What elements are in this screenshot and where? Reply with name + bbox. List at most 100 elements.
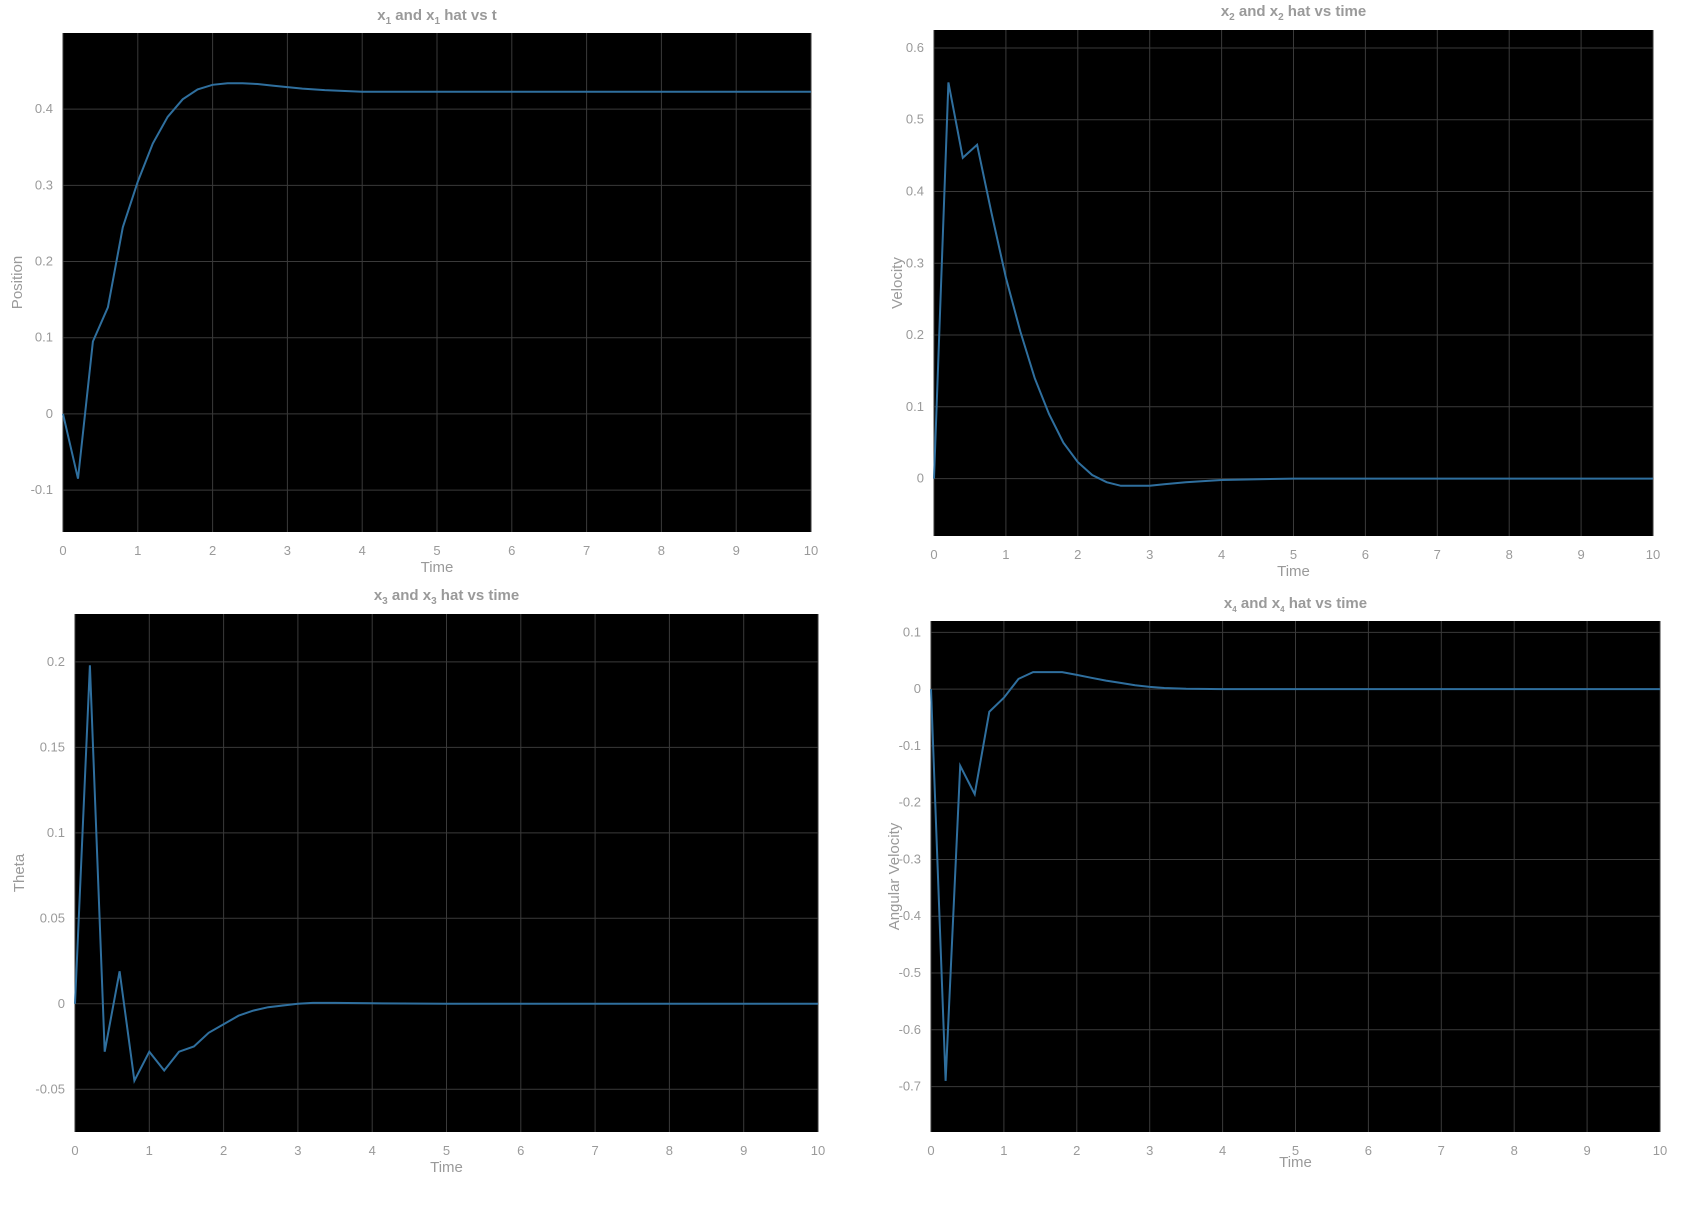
y-axis-label: Velocity	[889, 257, 906, 309]
x-tick-label: 8	[1511, 1143, 1518, 1158]
x-tick-label: 4	[359, 543, 366, 558]
y-tick-label: -0.2	[899, 795, 921, 810]
y-tick-label: 0.4	[906, 183, 924, 198]
subplot-2: 0 1 2 3 4 5 6 7 8 9 10 0 0.1 0.2 0.3 0.4 0.5 0.6 Time Veloc…	[889, 3, 1660, 580]
y-tick-label: 0.6	[906, 40, 924, 55]
x-axis-label: Time	[421, 559, 454, 576]
title-segment: and x	[1235, 3, 1279, 20]
y-tick-label: -0.3	[899, 851, 921, 866]
title-segment: x	[1221, 3, 1230, 20]
x-tick-label: 7	[1438, 1143, 1445, 1158]
x-tick-label: 10	[1646, 547, 1660, 562]
y-tick-label: 0.2	[47, 654, 65, 669]
x-tick-label: 4	[1218, 547, 1225, 562]
y-tick-label: 0	[917, 471, 924, 486]
title-segment: and x	[1237, 595, 1281, 612]
x-tick-label: 3	[1146, 547, 1153, 562]
x-tick-label: 0	[927, 1143, 934, 1158]
x-tick-label: 5	[1292, 1143, 1299, 1158]
x-tick-label: 0	[930, 547, 937, 562]
chart-title: x4 and x4 hat vs time	[1224, 595, 1367, 614]
chart-title: x1 and x1 hat vs t	[377, 7, 497, 27]
x-tick-label: 4	[1219, 1143, 1226, 1158]
x-tick-label: 2	[1073, 1143, 1080, 1158]
x-tick-label: 8	[1506, 547, 1513, 562]
y-tick-label: 0.4	[35, 101, 53, 116]
title-segment: x	[377, 7, 386, 24]
y-tick-label: 0.2	[906, 327, 924, 342]
title-segment: hat vs t	[440, 7, 497, 24]
x-axis-label: Time	[430, 1159, 463, 1176]
y-tick-label: 0.15	[40, 739, 65, 754]
x-tick-label: 6	[1365, 1143, 1372, 1158]
x-tick-label: 1	[1002, 547, 1009, 562]
x-tick-label: 9	[733, 543, 740, 558]
title-subscript: 1	[435, 16, 441, 27]
y-tick-label: 0.1	[47, 825, 65, 840]
y-tick-label: -0.1	[899, 738, 921, 753]
title-subscript: 4	[1280, 605, 1285, 614]
x-tick-label: 7	[583, 543, 590, 558]
title-segment: x	[1224, 595, 1233, 612]
y-tick-label: 0.1	[903, 624, 921, 639]
chart-title: x2 and x2 hat vs time	[1221, 3, 1366, 23]
y-tick-label: -0.6	[899, 1022, 921, 1037]
title-subscript: 2	[1229, 12, 1235, 23]
series-line	[74, 665, 818, 1084]
x-tick-label: 2	[1074, 547, 1081, 562]
x-tick-label: 9	[1577, 547, 1584, 562]
x-tick-label: 3	[1146, 1143, 1153, 1158]
x-tick-label: 6	[508, 543, 515, 558]
y-tick-label: 0	[46, 406, 53, 421]
y-axis-label: Angular Velocity	[886, 822, 903, 930]
y-tick-label: 0.1	[35, 330, 53, 345]
x-tick-label: 10	[1653, 1143, 1667, 1158]
y-tick-label: -0.4	[899, 908, 921, 923]
x-tick-label: 0	[71, 1143, 78, 1158]
x-tick-label: 6	[517, 1143, 524, 1158]
y-tick-label: -0.1	[31, 482, 53, 497]
title-segment: hat vs time	[437, 587, 520, 604]
x-tick-label: 3	[294, 1143, 301, 1158]
y-tick-label: -0.7	[899, 1079, 921, 1094]
title-subscript: 4	[1232, 605, 1237, 614]
x-tick-label: 5	[433, 543, 440, 558]
title-subscript: 3	[382, 596, 388, 607]
x-tick-label: 2	[220, 1143, 227, 1158]
title-subscript: 3	[431, 596, 437, 607]
y-tick-label: 0	[58, 996, 65, 1011]
y-tick-label: -0.5	[899, 965, 921, 980]
y-axis-label: Position	[9, 256, 26, 309]
x-tick-label: 9	[1583, 1143, 1590, 1158]
subplot-4: 0 1 2 3 4 5 6 7 8 9 10 -0.7 -0.6 -0.5 -0.4 -0.3 -0.2 -0.1…	[886, 595, 1667, 1171]
x-tick-label: 5	[1290, 547, 1297, 562]
title-subscript: 1	[386, 16, 392, 27]
x-tick-label: 4	[369, 1143, 376, 1158]
title-segment: and x	[391, 7, 435, 24]
x-tick-label: 3	[284, 543, 291, 558]
title-subscript: 2	[1278, 12, 1284, 23]
title-segment: hat vs time	[1285, 595, 1368, 612]
y-tick-label: 0.3	[35, 177, 53, 192]
x-tick-label: 1	[134, 543, 141, 558]
y-tick-label: 0.2	[35, 254, 53, 269]
x-tick-label: 5	[443, 1143, 450, 1158]
y-tick-label: 0.1	[906, 399, 924, 414]
x-axis-label: Time	[1277, 563, 1310, 580]
x-tick-label: 0	[59, 543, 66, 558]
subplot-1: 0 1 2 3 4 5 6 7 8 9 10 -0.1 0 0.1 0.2 0.3 0.4 Time Positio…	[9, 7, 818, 576]
subplot-3: 0 1 2 3 4 5 6 7 8 9 10 -0.05 0 0.05 0.1 0.15 0.2 Time Thet…	[11, 587, 825, 1176]
x-tick-label: 1	[146, 1143, 153, 1158]
x-tick-label: 10	[804, 543, 818, 558]
y-tick-label: 0.05	[40, 910, 65, 925]
series-line	[933, 82, 1653, 487]
x-tick-label: 8	[666, 1143, 673, 1158]
series-line	[930, 671, 1660, 1081]
x-tick-label: 9	[740, 1143, 747, 1158]
series-line	[62, 82, 811, 479]
y-tick-label: 0.5	[906, 112, 924, 127]
title-segment: hat vs time	[1284, 3, 1367, 20]
x-tick-label: 7	[1434, 547, 1441, 562]
title-segment: x	[374, 587, 383, 604]
y-tick-label: -0.05	[35, 1081, 65, 1096]
